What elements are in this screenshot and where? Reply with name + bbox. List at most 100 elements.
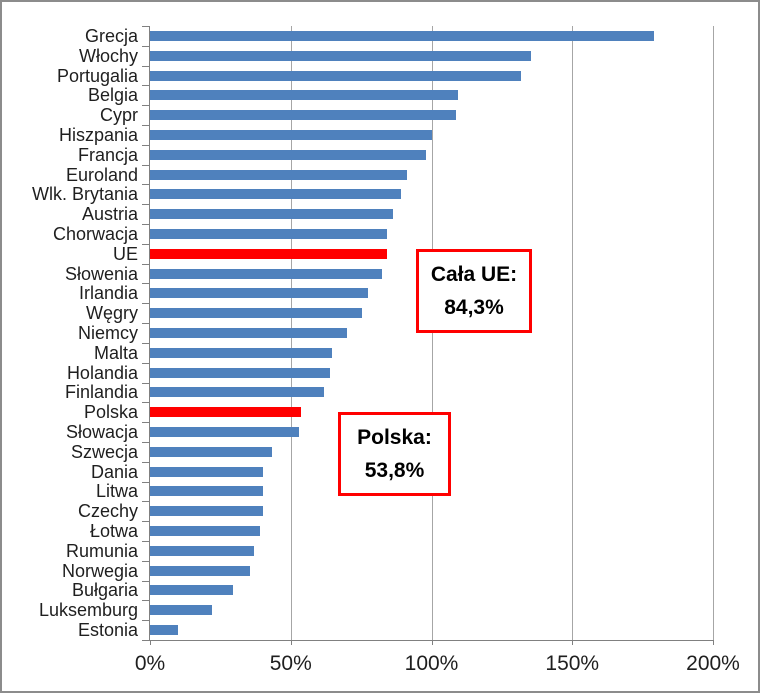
category-label-Estonia: Estonia — [77, 620, 138, 641]
bar-Belgia — [150, 90, 459, 101]
bar-Hiszpania — [150, 129, 433, 140]
y-axis-tick — [142, 540, 150, 542]
category-label-Luksemburg: Luksemburg — [38, 600, 138, 621]
category-label-UE: UE — [112, 243, 138, 264]
category-label-Irlandia: Irlandia — [78, 283, 138, 304]
category-label-Węgry: Węgry — [85, 303, 138, 324]
bar-Słowenia — [150, 268, 382, 279]
category-label-Norwegia: Norwegia — [61, 560, 138, 581]
annotation-ue-value: 84,3% — [444, 295, 504, 319]
y-axis-tick — [142, 620, 150, 622]
y-axis-tick — [142, 65, 150, 67]
x-axis-tick-150% — [572, 640, 574, 645]
category-label-Słowenia: Słowenia — [64, 263, 138, 284]
y-axis-tick — [142, 362, 150, 364]
category-label-Polska: Polska — [83, 402, 138, 423]
category-label-Euroland: Euroland — [65, 164, 138, 185]
bar-Holandia — [150, 367, 330, 378]
y-axis-tick — [142, 164, 150, 166]
category-label-Grecja: Grecja — [84, 25, 138, 46]
bar-Norwegia — [150, 565, 250, 576]
category-label-Portugalia: Portugalia — [56, 65, 138, 86]
annotation-ue-label: Cała UE: — [430, 263, 518, 287]
category-label-Chorwacja: Chorwacja — [52, 223, 138, 244]
y-axis-line — [149, 26, 150, 641]
y-axis-tick — [142, 184, 150, 186]
bar-Estonia — [150, 625, 178, 636]
category-label-Litwa: Litwa — [95, 481, 138, 502]
bar-Euroland — [150, 169, 407, 180]
y-axis-tick — [142, 125, 150, 127]
x-axis-tick-50% — [290, 640, 292, 645]
y-axis-tick — [142, 600, 150, 602]
bar-Austria — [150, 209, 394, 220]
category-label-Słowacja: Słowacja — [65, 422, 138, 443]
y-axis-tick — [142, 441, 150, 443]
y-axis-tick — [142, 402, 150, 404]
x-axis-label-0%: 0% — [134, 652, 166, 675]
y-axis-tick — [142, 501, 150, 503]
y-axis-tick — [142, 560, 150, 562]
category-label-Belgia: Belgia — [87, 85, 138, 106]
category-label-Dania: Dania — [90, 461, 138, 482]
y-axis-tick — [142, 263, 150, 265]
y-axis-tick — [142, 144, 150, 146]
y-axis-tick — [142, 382, 150, 384]
bar-Słowacja — [150, 427, 300, 438]
y-axis-tick — [142, 303, 150, 305]
y-axis-tick — [142, 342, 150, 344]
bar-UE — [150, 248, 388, 259]
category-label-Hiszpania: Hiszpania — [58, 124, 138, 145]
y-axis-tick — [142, 26, 150, 27]
y-axis-tick — [142, 481, 150, 483]
bar-Luksemburg — [150, 605, 212, 616]
category-label-Łotwa: Łotwa — [89, 521, 138, 542]
annotation-polska-value: 53,8% — [364, 458, 425, 482]
category-label-Finlandia: Finlandia — [64, 382, 138, 403]
bar-Irlandia — [150, 288, 369, 299]
bar-Włochy — [150, 50, 532, 61]
x-axis-label-50%: 50% — [269, 652, 312, 675]
category-label-Francja: Francja — [77, 144, 138, 165]
bar-Bułgaria — [150, 585, 233, 596]
x-axis-label-100%: 100% — [404, 652, 459, 675]
x-axis-tick-200% — [713, 640, 714, 645]
bar-Litwa — [150, 486, 264, 497]
bar-Niemcy — [150, 328, 348, 338]
bar-Łotwa — [150, 526, 260, 537]
y-axis-tick — [142, 580, 150, 582]
annotation-polska-label: Polska: — [357, 426, 432, 450]
bar-Cypr — [150, 110, 457, 121]
y-axis-tick — [142, 85, 150, 87]
gridline-100% — [431, 26, 433, 640]
category-label-Czechy: Czechy — [77, 501, 138, 522]
bar-Dania — [150, 466, 264, 477]
x-axis-tick-0% — [150, 640, 151, 645]
category-label-Holandia: Holandia — [66, 362, 138, 383]
y-axis-tick — [142, 323, 150, 325]
bar-Węgry — [150, 308, 363, 319]
y-axis-tick — [142, 224, 150, 226]
y-axis-tick — [142, 422, 150, 424]
y-axis-tick — [142, 105, 150, 107]
bar-Chorwacja — [150, 228, 388, 239]
bar-Malta — [150, 347, 333, 358]
category-label-Włochy: Włochy — [78, 45, 138, 66]
category-label-Szwecja: Szwecja — [70, 441, 138, 462]
category-label-Cypr: Cypr — [99, 105, 138, 126]
bar-Wlk. Brytania — [150, 189, 401, 200]
y-axis-tick — [142, 521, 150, 523]
gridline-150% — [572, 26, 574, 640]
y-axis-tick — [142, 243, 150, 245]
y-axis-tick — [142, 45, 150, 47]
bar-Polska — [150, 407, 302, 418]
bar-Rumunia — [150, 545, 255, 556]
bar-Czechy — [150, 506, 263, 517]
bar-Grecja — [150, 30, 655, 41]
category-label-Austria: Austria — [81, 204, 138, 225]
x-axis-label-200%: 200% — [686, 652, 740, 675]
category-label-Malta: Malta — [93, 342, 138, 363]
bar-Portugalia — [150, 70, 522, 81]
y-axis-tick — [142, 283, 150, 285]
